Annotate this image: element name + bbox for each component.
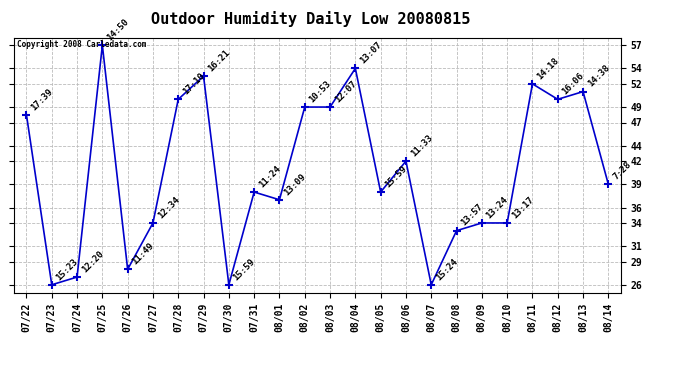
Text: Outdoor Humidity Daily Low 20080815: Outdoor Humidity Daily Low 20080815 xyxy=(151,11,470,27)
Text: 11:33: 11:33 xyxy=(408,133,434,158)
Text: 13:17: 13:17 xyxy=(510,195,535,220)
Text: 12:07: 12:07 xyxy=(333,79,358,104)
Text: 15:59: 15:59 xyxy=(232,256,257,282)
Text: 13:57: 13:57 xyxy=(460,202,484,228)
Text: 11:49: 11:49 xyxy=(130,241,156,267)
Text: 16:06: 16:06 xyxy=(560,71,586,96)
Text: 16:21: 16:21 xyxy=(206,48,232,74)
Text: 7:28: 7:28 xyxy=(611,160,633,182)
Text: 10:53: 10:53 xyxy=(308,79,333,104)
Text: 14:50: 14:50 xyxy=(105,17,130,42)
Text: 13:24: 13:24 xyxy=(484,195,510,220)
Text: 17:10: 17:10 xyxy=(181,71,206,96)
Text: 13:07: 13:07 xyxy=(358,40,384,66)
Text: 15:23: 15:23 xyxy=(55,256,80,282)
Text: Copyright 2008 Carledata.com: Copyright 2008 Carledata.com xyxy=(17,40,146,49)
Text: 12:20: 12:20 xyxy=(80,249,105,274)
Text: 12:34: 12:34 xyxy=(156,195,181,220)
Text: 13:09: 13:09 xyxy=(282,172,308,197)
Text: 17:39: 17:39 xyxy=(29,87,55,112)
Text: 15:24: 15:24 xyxy=(434,256,460,282)
Text: 15:59: 15:59 xyxy=(384,164,408,189)
Text: 14:18: 14:18 xyxy=(535,56,560,81)
Text: 14:38: 14:38 xyxy=(586,63,611,89)
Text: 11:24: 11:24 xyxy=(257,164,282,189)
